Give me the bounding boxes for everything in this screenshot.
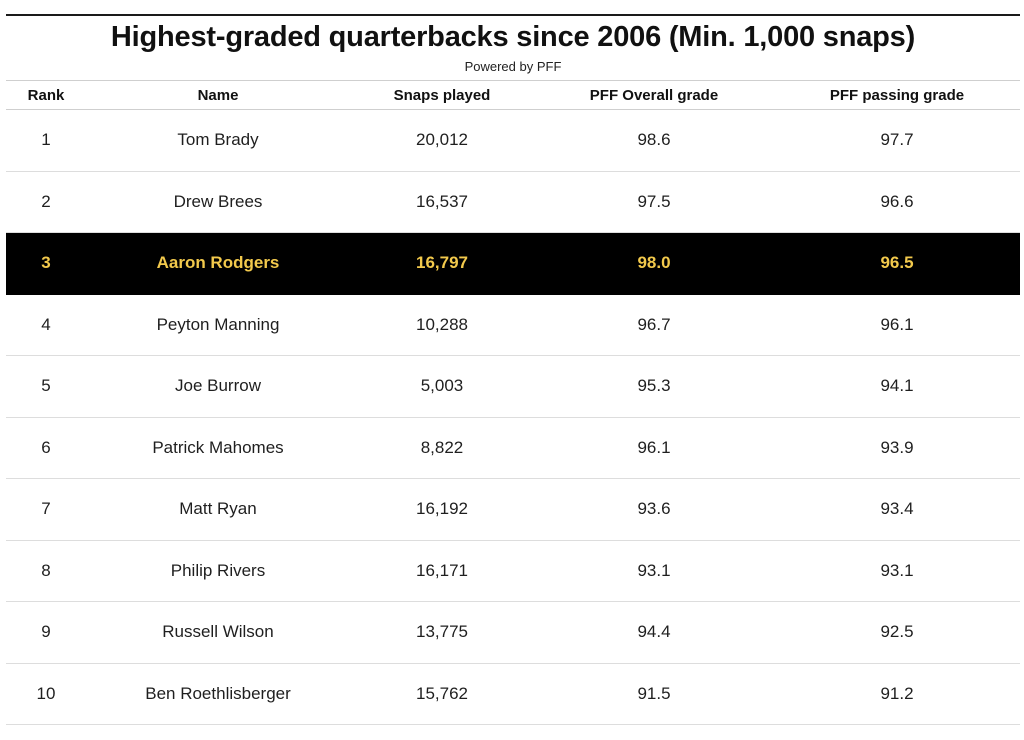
cell-name: Peyton Manning — [156, 314, 280, 334]
cell-snaps-played: 13,775 — [416, 622, 468, 642]
cell-pff-passing-grade: 92.5 — [880, 622, 914, 642]
table-row: 7 Matt Ryan 16,192 93.6 93.4 — [6, 479, 1020, 541]
cell-pff-overall-grade: 98.0 — [637, 253, 671, 273]
cell-snaps-played: 16,171 — [416, 560, 468, 580]
cell-rank: 3 — [41, 253, 51, 273]
cell-pff-overall-grade: 93.6 — [637, 499, 671, 519]
chart-subtitle: Powered by PFF — [464, 59, 562, 74]
table-row: 9 Russell Wilson 13,775 94.4 92.5 — [6, 602, 1020, 664]
header-pff-passing-grade: PFF passing grade — [829, 86, 965, 104]
chart-table-page: Highest-graded quarterbacks since 2006 (… — [6, 0, 1020, 740]
cell-pff-overall-grade: 98.6 — [637, 130, 671, 150]
cell-pff-passing-grade: 96.5 — [880, 253, 914, 273]
cell-snaps-played: 16,537 — [416, 191, 468, 211]
cell-pff-passing-grade: 96.6 — [880, 191, 914, 211]
top-rule — [6, 14, 1020, 16]
cell-pff-overall-grade: 96.1 — [637, 437, 671, 457]
cell-rank: 6 — [41, 437, 51, 457]
table-row: 6 Patrick Mahomes 8,822 96.1 93.9 — [6, 418, 1020, 479]
cell-name: Drew Brees — [173, 191, 263, 211]
cell-pff-overall-grade: 97.5 — [637, 191, 671, 211]
cell-snaps-played: 10,288 — [416, 314, 468, 334]
table-row: 5 Joe Burrow 5,003 95.3 94.1 — [6, 356, 1020, 418]
table-row: 2 Drew Brees 16,537 97.5 96.6 — [6, 172, 1020, 233]
cell-snaps-played: 16,192 — [416, 499, 468, 519]
cell-pff-overall-grade: 93.1 — [637, 560, 671, 580]
cell-name: Philip Rivers — [170, 560, 266, 580]
cell-pff-passing-grade: 93.1 — [880, 560, 914, 580]
cell-name: Tom Brady — [177, 130, 259, 150]
cell-rank: 4 — [41, 314, 51, 334]
cell-name: Matt Ryan — [179, 499, 257, 519]
cell-snaps-played: 15,762 — [416, 683, 468, 703]
ranking-table: Rank Name Snaps played PFF Overall grade… — [6, 80, 1020, 725]
cell-pff-overall-grade: 91.5 — [637, 683, 671, 703]
cell-name: Russell Wilson — [162, 622, 274, 642]
cell-snaps-played: 20,012 — [416, 130, 468, 150]
cell-snaps-played: 5,003 — [420, 376, 464, 396]
cell-pff-passing-grade: 96.1 — [880, 314, 914, 334]
cell-pff-passing-grade: 94.1 — [880, 376, 914, 396]
cell-snaps-played: 8,822 — [420, 437, 464, 457]
cell-rank: 5 — [41, 376, 51, 396]
header-snaps-played: Snaps played — [393, 86, 491, 104]
cell-pff-passing-grade: 91.2 — [880, 683, 914, 703]
cell-name: Aaron Rodgers — [156, 253, 280, 273]
cell-pff-overall-grade: 94.4 — [637, 622, 671, 642]
cell-pff-overall-grade: 95.3 — [637, 376, 671, 396]
table-row: 8 Philip Rivers 16,171 93.1 93.1 — [6, 541, 1020, 602]
table-body: 1 Tom Brady 20,012 98.6 97.7 2 Drew Brees 16,53… — [6, 110, 1020, 725]
cell-snaps-played: 16,797 — [416, 253, 468, 273]
header-rank: Rank — [27, 86, 65, 104]
cell-rank: 7 — [41, 499, 51, 519]
cell-name: Joe Burrow — [175, 376, 261, 396]
cell-rank: 2 — [41, 191, 51, 211]
table-row: 4 Peyton Manning 10,288 96.7 96.1 — [6, 295, 1020, 356]
table-header-row: Rank Name Snaps played PFF Overall grade… — [6, 80, 1020, 110]
cell-rank: 9 — [41, 622, 51, 642]
cell-name: Patrick Mahomes — [152, 437, 284, 457]
header-name: Name — [197, 86, 239, 104]
cell-rank: 1 — [41, 130, 51, 150]
table-row: 10 Ben Roethlisberger 15,762 91.5 91.2 — [6, 664, 1020, 725]
cell-pff-passing-grade: 97.7 — [880, 130, 914, 150]
cell-pff-passing-grade: 93.9 — [880, 437, 914, 457]
cell-rank: 10 — [36, 683, 56, 703]
header-pff-overall-grade: PFF Overall grade — [589, 86, 719, 104]
table-row: 3 Aaron Rodgers 16,797 98.0 96.5 — [6, 233, 1020, 295]
chart-title: Highest-graded quarterbacks since 2006 (… — [110, 21, 916, 53]
table-row: 1 Tom Brady 20,012 98.6 97.7 — [6, 110, 1020, 172]
cell-rank: 8 — [41, 560, 51, 580]
cell-pff-passing-grade: 93.4 — [880, 499, 914, 519]
cell-pff-overall-grade: 96.7 — [637, 314, 671, 334]
cell-name: Ben Roethlisberger — [145, 683, 291, 703]
